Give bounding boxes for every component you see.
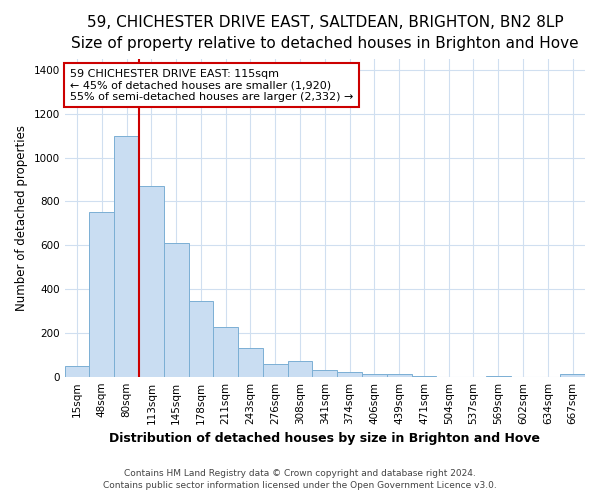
Bar <box>65 366 89 376</box>
Bar <box>263 364 287 376</box>
Bar <box>313 370 337 376</box>
Bar <box>89 212 114 376</box>
Y-axis label: Number of detached properties: Number of detached properties <box>15 125 28 311</box>
Title: 59, CHICHESTER DRIVE EAST, SALTDEAN, BRIGHTON, BN2 8LP
Size of property relative: 59, CHICHESTER DRIVE EAST, SALTDEAN, BRI… <box>71 15 578 51</box>
Text: Contains HM Land Registry data © Crown copyright and database right 2024.
Contai: Contains HM Land Registry data © Crown c… <box>103 468 497 490</box>
Bar <box>114 136 139 376</box>
Bar <box>164 243 188 376</box>
Bar <box>188 301 214 376</box>
Bar <box>287 362 313 376</box>
Bar <box>337 372 362 376</box>
Bar <box>362 374 387 376</box>
Bar <box>560 374 585 376</box>
X-axis label: Distribution of detached houses by size in Brighton and Hove: Distribution of detached houses by size … <box>109 432 541 445</box>
Bar <box>387 374 412 376</box>
Bar <box>238 348 263 376</box>
Text: 59 CHICHESTER DRIVE EAST: 115sqm
← 45% of detached houses are smaller (1,920)
55: 59 CHICHESTER DRIVE EAST: 115sqm ← 45% o… <box>70 68 353 102</box>
Bar <box>214 328 238 376</box>
Bar <box>139 186 164 376</box>
